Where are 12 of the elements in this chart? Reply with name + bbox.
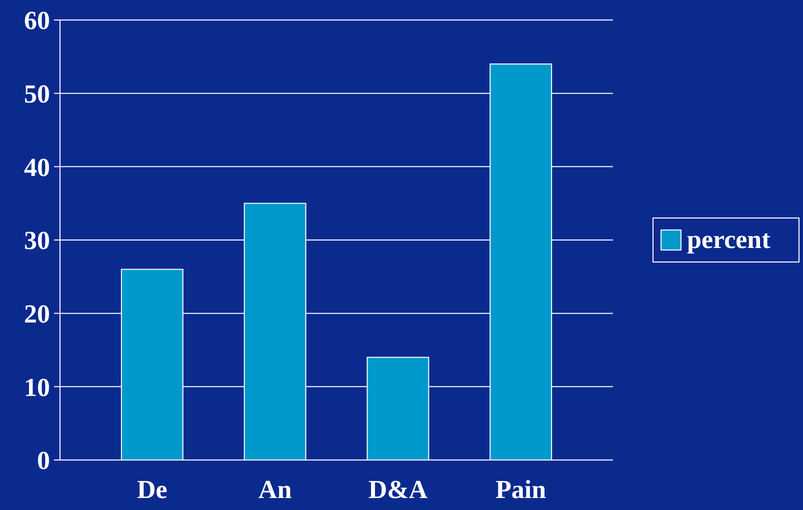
x-tick-label: De [137, 475, 168, 504]
y-tick-label: 40 [24, 152, 50, 182]
y-tick-label: 20 [24, 299, 50, 328]
y-tick-label: 30 [24, 226, 50, 256]
x-tick-label: D&A [368, 475, 428, 504]
x-tick-label: An [258, 475, 292, 504]
y-tick-label: 0 [37, 446, 50, 476]
x-tick-label: Pain [496, 475, 547, 504]
legend-label: percent [687, 225, 771, 254]
y-tick-label: 10 [24, 372, 50, 402]
y-tick-label: 50 [24, 79, 50, 108]
y-tick-label: 60 [24, 6, 50, 36]
